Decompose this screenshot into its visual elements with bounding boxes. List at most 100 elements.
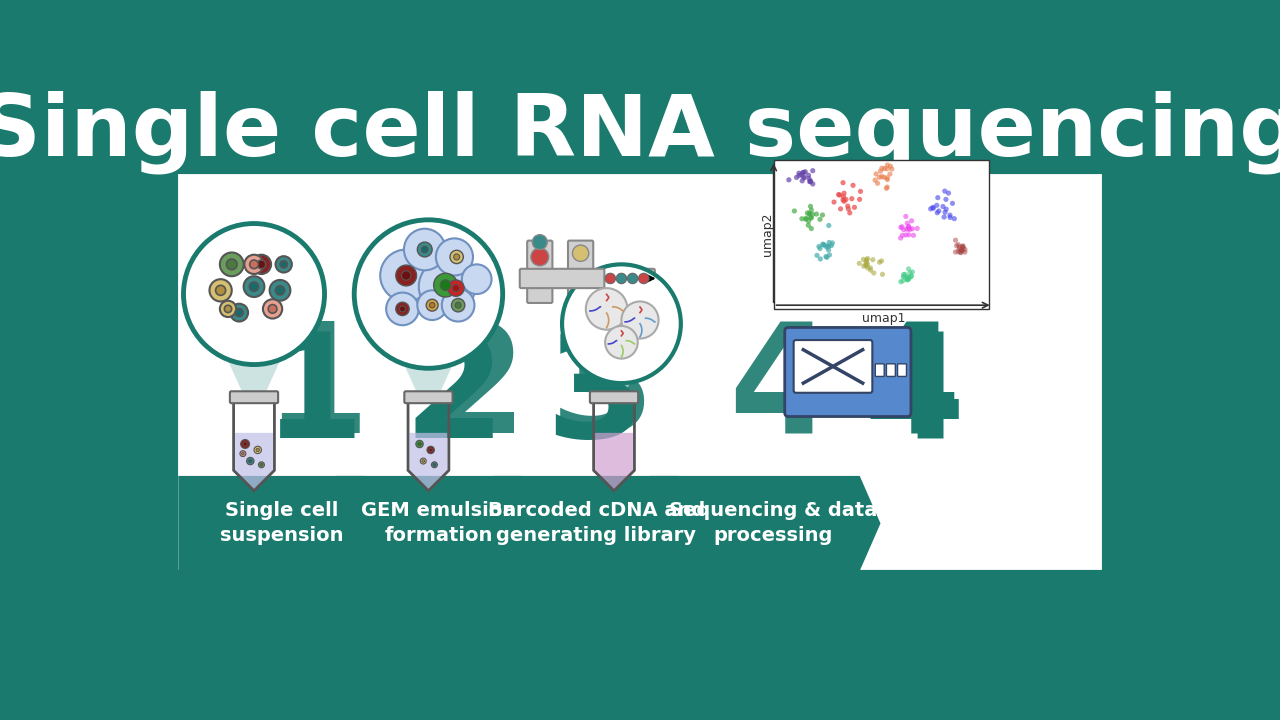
- Circle shape: [900, 233, 905, 238]
- Circle shape: [876, 181, 881, 186]
- Circle shape: [431, 462, 438, 468]
- Circle shape: [910, 269, 915, 274]
- Circle shape: [908, 227, 913, 232]
- FancyBboxPatch shape: [794, 340, 873, 393]
- Circle shape: [230, 304, 248, 322]
- Circle shape: [803, 217, 808, 222]
- Text: 4: 4: [728, 316, 835, 465]
- Circle shape: [851, 204, 858, 210]
- Circle shape: [434, 274, 457, 297]
- Circle shape: [808, 179, 813, 184]
- Circle shape: [236, 309, 243, 317]
- Circle shape: [931, 206, 936, 211]
- Circle shape: [959, 248, 964, 253]
- Polygon shape: [236, 433, 273, 490]
- Circle shape: [808, 179, 813, 184]
- Text: 3: 3: [545, 328, 646, 469]
- Circle shape: [805, 210, 810, 215]
- Circle shape: [950, 201, 955, 206]
- FancyBboxPatch shape: [404, 391, 453, 403]
- Circle shape: [224, 305, 232, 312]
- Circle shape: [870, 257, 876, 262]
- Circle shape: [909, 274, 914, 279]
- Circle shape: [616, 274, 627, 284]
- Circle shape: [908, 270, 913, 275]
- Circle shape: [899, 225, 904, 230]
- Text: 1: 1: [264, 316, 370, 465]
- Circle shape: [901, 272, 906, 277]
- Circle shape: [244, 255, 264, 274]
- Circle shape: [399, 306, 406, 312]
- Circle shape: [448, 280, 465, 296]
- Circle shape: [887, 171, 892, 176]
- Circle shape: [822, 243, 827, 248]
- Circle shape: [799, 216, 805, 221]
- Circle shape: [884, 175, 890, 181]
- Circle shape: [805, 222, 810, 228]
- Circle shape: [956, 242, 961, 247]
- Circle shape: [829, 243, 835, 248]
- Circle shape: [846, 207, 851, 212]
- Circle shape: [259, 462, 265, 468]
- FancyBboxPatch shape: [600, 269, 655, 288]
- Circle shape: [820, 212, 826, 217]
- Polygon shape: [228, 361, 280, 402]
- Circle shape: [841, 199, 847, 204]
- Circle shape: [960, 244, 965, 249]
- Circle shape: [957, 248, 964, 253]
- Text: 2: 2: [421, 316, 527, 465]
- Circle shape: [280, 261, 288, 268]
- Circle shape: [904, 227, 909, 232]
- Circle shape: [814, 253, 819, 258]
- FancyBboxPatch shape: [887, 364, 895, 377]
- Circle shape: [826, 243, 832, 249]
- Circle shape: [416, 440, 424, 448]
- FancyBboxPatch shape: [785, 328, 911, 417]
- Circle shape: [810, 168, 815, 174]
- Circle shape: [451, 251, 463, 264]
- Text: 4: 4: [864, 328, 965, 469]
- Circle shape: [956, 246, 961, 251]
- Circle shape: [562, 264, 681, 383]
- Circle shape: [956, 249, 961, 254]
- Circle shape: [818, 246, 823, 251]
- Circle shape: [436, 238, 474, 276]
- Circle shape: [942, 210, 947, 215]
- Circle shape: [856, 261, 861, 266]
- Circle shape: [841, 180, 846, 185]
- Circle shape: [906, 276, 911, 281]
- Circle shape: [902, 272, 908, 277]
- Circle shape: [904, 214, 909, 219]
- Circle shape: [906, 224, 911, 229]
- Circle shape: [809, 207, 814, 212]
- Circle shape: [865, 265, 870, 271]
- Circle shape: [801, 170, 806, 175]
- Circle shape: [243, 276, 265, 297]
- FancyBboxPatch shape: [568, 240, 593, 303]
- Circle shape: [844, 197, 849, 202]
- Circle shape: [572, 245, 589, 261]
- Circle shape: [936, 195, 941, 200]
- Circle shape: [957, 244, 963, 249]
- Circle shape: [934, 210, 940, 215]
- Circle shape: [960, 244, 965, 249]
- Circle shape: [877, 175, 882, 180]
- Circle shape: [906, 232, 911, 238]
- Circle shape: [806, 211, 812, 217]
- Circle shape: [868, 268, 873, 273]
- Circle shape: [864, 258, 869, 264]
- Circle shape: [799, 172, 804, 177]
- Circle shape: [453, 254, 460, 260]
- Circle shape: [823, 254, 828, 259]
- Polygon shape: [410, 433, 448, 490]
- Circle shape: [947, 212, 952, 217]
- Circle shape: [884, 177, 890, 182]
- Circle shape: [806, 176, 812, 181]
- Text: umap2: umap2: [762, 213, 774, 256]
- Circle shape: [882, 175, 887, 180]
- Circle shape: [960, 248, 965, 253]
- Circle shape: [796, 173, 801, 178]
- Circle shape: [906, 276, 911, 282]
- Circle shape: [960, 243, 965, 248]
- Circle shape: [868, 265, 873, 271]
